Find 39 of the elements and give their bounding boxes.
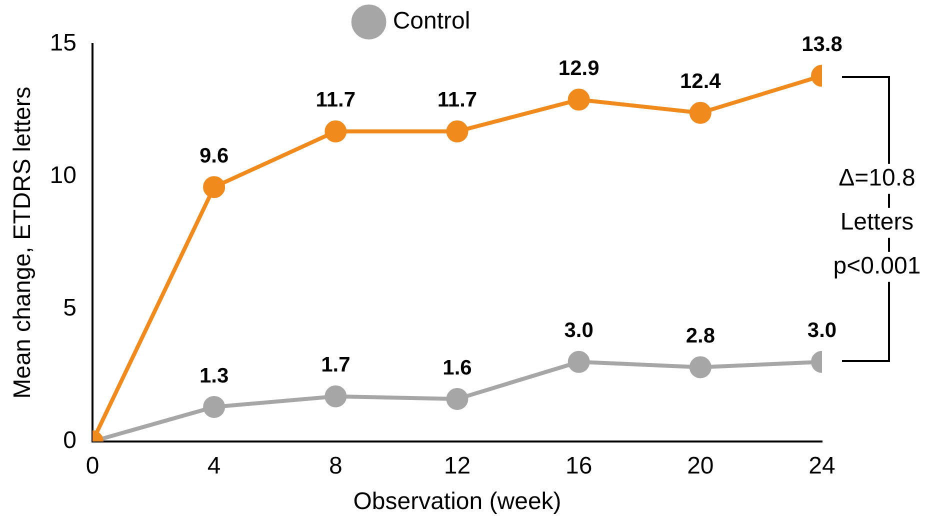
data-label: 12.9 [558, 56, 600, 80]
point [446, 120, 468, 142]
data-label: 12.4 [680, 70, 722, 94]
point [568, 88, 590, 111]
y-tick-label: 0 [63, 427, 76, 454]
x-tick-label: 16 [565, 452, 592, 480]
point [203, 396, 226, 418]
y-axis-title: Mean change, ETDRS letters [9, 86, 36, 399]
x-tick-label: 0 [86, 452, 100, 480]
x-tick-label: 8 [328, 452, 342, 480]
data-label: 2.8 [686, 324, 716, 348]
data-label: 3.0 [807, 319, 837, 342]
x-tick-label: 4 [207, 452, 221, 480]
point [689, 102, 712, 124]
data-label: 1.6 [442, 356, 472, 380]
y-tick-label: 10 [50, 162, 76, 190]
x-tick-label: 24 [808, 452, 836, 480]
point [324, 385, 347, 408]
data-label: 3.0 [564, 319, 594, 342]
data-label: 1.7 [321, 354, 350, 377]
x-tick-label: 12 [444, 452, 471, 480]
point [324, 120, 347, 142]
data-label: 11.7 [437, 88, 478, 112]
point [446, 388, 468, 410]
x-tick-label: 20 [687, 452, 714, 480]
text: Δ=10.8 [838, 164, 916, 192]
text: Letters [840, 208, 914, 236]
y-tick-label: 15 [50, 30, 76, 57]
data-label: 1.3 [199, 364, 229, 388]
point [203, 176, 226, 198]
data-label: 9.6 [199, 144, 229, 168]
x-axis-title: Observation (week) [353, 488, 562, 516]
data-label: 13.8 [802, 33, 843, 56]
text: p<0.001 [833, 252, 921, 280]
y-tick-label: 5 [63, 294, 76, 322]
point [689, 356, 712, 378]
data-label: 11.7 [316, 88, 356, 112]
legend-label: Control [392, 8, 470, 35]
point [568, 350, 590, 373]
